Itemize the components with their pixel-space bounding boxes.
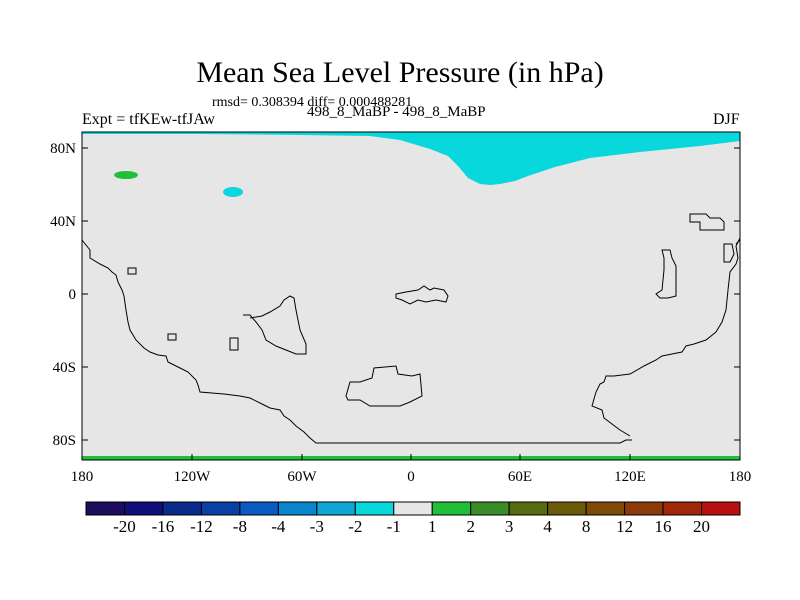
coastlines	[81, 213, 741, 444]
lon-label: 120W	[174, 469, 212, 485]
colorbar-label: 16	[655, 517, 672, 536]
experiment-label: Expt = tfKEw-tfJAw	[82, 111, 215, 128]
green-anomaly-blob	[114, 171, 138, 179]
colorbar-swatch	[316, 501, 356, 516]
lon-label: 60E	[508, 469, 532, 485]
colorbar-label: 20	[693, 517, 710, 536]
colorbar-label: 8	[582, 517, 591, 536]
colorbar-swatch	[354, 501, 395, 516]
colorbar-swatch	[200, 501, 241, 516]
colorbar-swatch	[508, 501, 549, 516]
figure-title: Mean Sea Level Pressure (in hPa)	[196, 56, 604, 89]
colorbar-label: -8	[233, 517, 247, 536]
arctic-anomaly-region	[82, 132, 740, 185]
lat-label: 40N	[50, 214, 76, 230]
colorbar-label: -4	[271, 517, 286, 536]
colorbar-label: 12	[616, 517, 633, 536]
coastline-americas-west	[81, 239, 632, 444]
colorbar-swatch	[624, 501, 664, 516]
coastline-island-3	[229, 337, 239, 351]
coastline-australia-east	[723, 243, 735, 263]
lat-labels: 80N 40N 0 40S 80S	[50, 141, 76, 449]
colorbar-swatch	[85, 501, 125, 516]
coastline-africa	[395, 285, 449, 305]
colorbar-swatch	[123, 501, 164, 516]
lat-label: 80N	[50, 141, 76, 157]
lon-label: 180	[729, 469, 752, 485]
colorbar-label: -16	[152, 517, 175, 536]
colorbar-label: -1	[387, 517, 401, 536]
coastline-americas-east	[243, 295, 307, 355]
coastline-asia-east	[689, 213, 725, 231]
colorbar-label: 3	[505, 517, 514, 536]
colorbar-swatch	[470, 501, 510, 516]
colorbar-swatch	[162, 501, 202, 516]
colorbar-label: 2	[466, 517, 475, 536]
cyan-anomaly-blob	[223, 187, 243, 197]
colorbar-labels: -20 -16 -12 -8 -4 -3 -2 -1 1 2 3 4 8 12 16 20	[113, 517, 710, 536]
coastline-island-2	[167, 333, 177, 341]
colorbar	[85, 501, 741, 516]
colorbar-swatch	[393, 501, 433, 516]
colorbar-swatch	[585, 501, 626, 516]
lon-ticks	[81, 454, 741, 460]
colorbar-swatch	[547, 501, 587, 516]
lat-label: 0	[69, 287, 77, 303]
colorbar-label: 4	[543, 517, 552, 536]
colorbar-swatch	[701, 501, 741, 516]
lat-label: 80S	[53, 433, 76, 449]
map-panel	[82, 132, 740, 460]
lon-label: 180	[71, 469, 94, 485]
season-label: DJF	[713, 111, 740, 128]
colorbar-label: -3	[310, 517, 324, 536]
lon-label: 0	[407, 469, 415, 485]
colorbar-label: -2	[348, 517, 362, 536]
coastline-east-edge	[735, 239, 741, 245]
colorbar-label: -20	[113, 517, 136, 536]
colorbar-swatch	[277, 501, 318, 516]
lon-labels: 180 120W 60W 0 60E 120E 180	[71, 469, 752, 485]
lat-ticks	[82, 147, 740, 441]
stats-text: rmsd= 0.308394 diff= 0.000488281	[212, 95, 413, 110]
colorbar-label: 1	[428, 517, 437, 536]
lon-label: 120E	[614, 469, 646, 485]
colorbar-label: -12	[190, 517, 213, 536]
lon-label: 60W	[287, 469, 317, 485]
coastline-east-coast-long	[591, 237, 741, 437]
colorbar-swatch	[431, 501, 472, 516]
colorbar-swatch	[662, 501, 703, 516]
case-label: 498_8_MaBP - 498_8_MaBP	[307, 104, 486, 120]
coastline-south-landmass	[345, 365, 423, 407]
lat-label: 40S	[53, 360, 76, 376]
colorbar-swatch	[239, 501, 279, 516]
coastline-island-1	[127, 267, 137, 275]
coastline-asia-islands	[655, 249, 677, 299]
